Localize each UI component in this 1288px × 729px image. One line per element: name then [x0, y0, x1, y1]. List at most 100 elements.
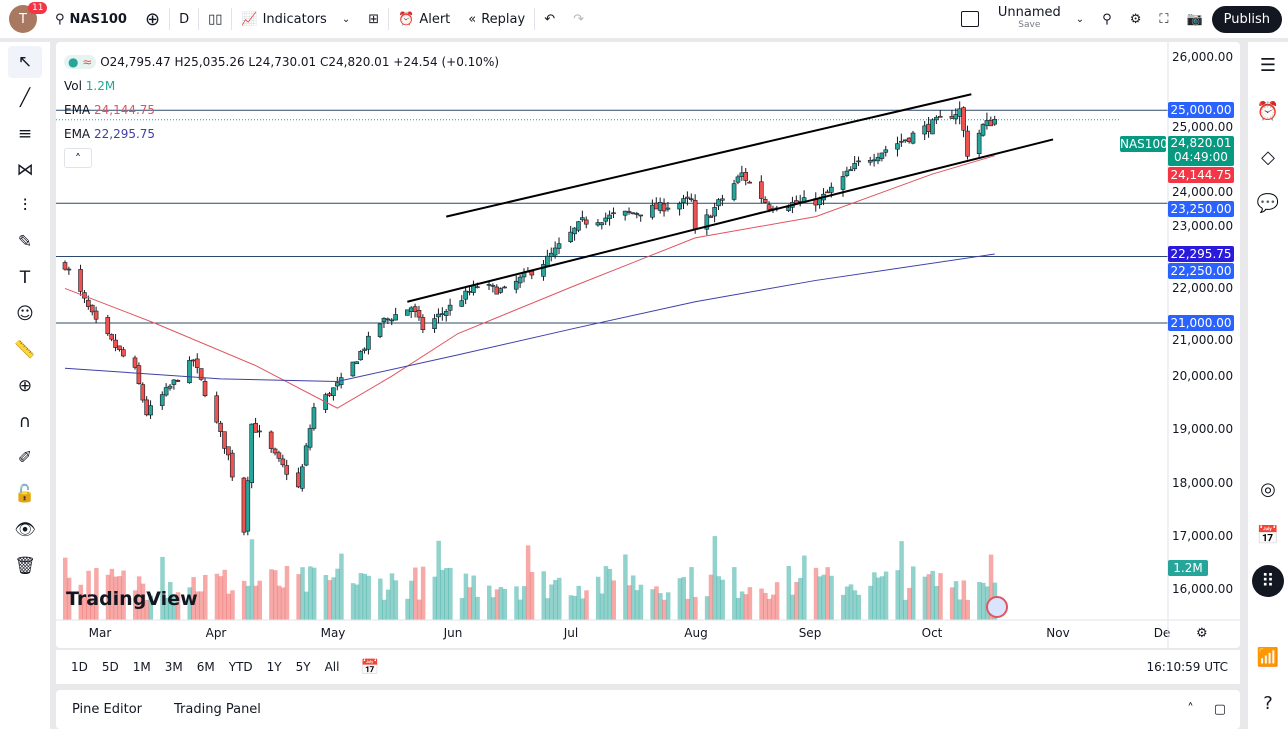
candle-body: [681, 198, 686, 203]
range-3m[interactable]: 3M: [164, 660, 183, 674]
volume-bar: [459, 598, 465, 620]
zoom-tool[interactable]: ⊕: [8, 370, 42, 402]
alert-button[interactable]: ⏰ Alert: [398, 11, 451, 27]
volume-bar: [802, 555, 807, 620]
signal-button[interactable]: 📶: [1248, 634, 1288, 680]
volume-bar: [300, 567, 305, 620]
candle-body: [167, 385, 173, 389]
date-range-icon[interactable]: 📅: [360, 658, 380, 676]
flag-icon[interactable]: [986, 596, 1008, 618]
price-label: 22,250.00: [1168, 263, 1234, 280]
emoji-tool[interactable]: ☺: [8, 298, 42, 330]
range-1m[interactable]: 1M: [132, 660, 151, 674]
range-all[interactable]: All: [324, 660, 340, 674]
volume-bar: [78, 584, 84, 620]
chevron-up-icon[interactable]: ˄: [1187, 702, 1194, 717]
redo-button[interactable]: ↷: [564, 0, 593, 38]
price-tick: 18,000.00: [1172, 475, 1234, 490]
volume-bar: [813, 567, 819, 620]
volume-bar: [269, 569, 274, 620]
text-tool[interactable]: T: [8, 262, 42, 294]
volume-bar: [222, 569, 227, 620]
hide-tool[interactable]: 👁: [8, 514, 42, 546]
symbol-search[interactable]: ⚲ NAS100: [55, 11, 127, 27]
zoom-icon: ⚲: [1102, 11, 1112, 27]
watermark-logo: TradingView: [66, 588, 198, 610]
bottom-panel: Pine Editor Trading Panel ˄ ▢: [56, 690, 1240, 729]
volume-bar: [911, 566, 916, 620]
price-label: 21,000.00: [1168, 315, 1234, 331]
help-icon: ?: [1263, 692, 1273, 714]
range-1y[interactable]: 1Y: [266, 660, 282, 674]
range-5y[interactable]: 5Y: [295, 660, 311, 674]
collapse-legend-button[interactable]: ˄: [64, 148, 92, 168]
auto-scale-settings[interactable]: ⚙: [1196, 626, 1208, 641]
maximize-icon[interactable]: ▢: [1213, 702, 1226, 717]
layouts-button[interactable]: ⊞: [359, 0, 388, 38]
indicators-button[interactable]: 📈 Indicators ⌄: [241, 11, 351, 27]
alerts-button[interactable]: ⏰: [1248, 88, 1288, 134]
candle-body: [937, 115, 943, 118]
calendar-button[interactable]: 📅: [1248, 512, 1288, 558]
prediction-tool[interactable]: ⫶: [8, 190, 42, 222]
chevron-up-icon: ˄: [75, 152, 81, 166]
lock-tool[interactable]: 🔓: [8, 478, 42, 510]
interval-button[interactable]: D: [179, 11, 190, 27]
range-6m[interactable]: 6M: [196, 660, 215, 674]
object-tree-button[interactable]: ◇: [1248, 134, 1288, 180]
layout-menu[interactable]: Unnamed Save ⌄: [952, 0, 1093, 38]
undo-button[interactable]: ↶: [535, 0, 564, 38]
ideas-button[interactable]: ◎: [1248, 466, 1288, 512]
lock-drawing-tool[interactable]: ✐: [8, 442, 42, 474]
publish-button[interactable]: Publish: [1211, 5, 1282, 33]
pattern-tool[interactable]: ⋈: [8, 154, 42, 186]
candle-body: [276, 452, 282, 459]
magnet-tool[interactable]: ∩: [8, 406, 42, 438]
range-5d[interactable]: 5D: [101, 660, 119, 674]
volume-bar: [164, 597, 169, 620]
fullscreen-button[interactable]: ⛶: [1150, 0, 1177, 38]
candle-body: [568, 231, 573, 242]
trendline-tool[interactable]: ╱: [8, 82, 42, 114]
candle-body: [78, 269, 83, 292]
range-1d[interactable]: 1D: [71, 660, 88, 674]
search-icon: ⚲: [55, 11, 65, 27]
candle-body: [953, 114, 959, 120]
alarm-clock-icon: ⏰: [1256, 100, 1280, 122]
clock[interactable]: 16:10:59 UTC: [1146, 660, 1229, 674]
fib-tool[interactable]: ≡: [8, 118, 42, 150]
chat-button[interactable]: 💬: [1248, 180, 1288, 226]
products-button[interactable]: ⠿: [1248, 558, 1288, 604]
volume-bar: [304, 591, 309, 620]
chart-type-button[interactable]: ▯▯: [199, 0, 231, 38]
replay-button[interactable]: «Replay: [468, 11, 526, 27]
measure-tool[interactable]: 📏: [8, 334, 42, 366]
quick-search-button[interactable]: ⚲: [1093, 0, 1121, 38]
volume-bar: [759, 588, 764, 620]
help-button[interactable]: ?: [1248, 680, 1288, 726]
cursor-tool[interactable]: ↖: [8, 46, 42, 78]
snapshot-button[interactable]: 📷: [1177, 0, 1211, 38]
range-ytd[interactable]: YTD: [228, 660, 253, 674]
tab-pine-editor[interactable]: Pine Editor: [72, 702, 143, 717]
settings-button[interactable]: ⚙: [1121, 0, 1151, 38]
volume-bar: [518, 599, 523, 620]
volume-bar: [420, 566, 426, 620]
tab-trading-panel[interactable]: Trading Panel: [174, 702, 261, 717]
watchlist-button[interactable]: ☰: [1248, 42, 1288, 88]
volume-bar: [490, 597, 496, 620]
volume-bar: [230, 590, 235, 620]
delete-tool[interactable]: 🗑: [8, 550, 42, 582]
compare-button[interactable]: ⊕: [136, 0, 169, 38]
brush-tool[interactable]: ✎: [8, 226, 42, 258]
volume-bar: [113, 576, 119, 620]
volume-bar: [253, 585, 259, 620]
volume-bar: [903, 599, 908, 620]
volume-bar: [331, 577, 336, 620]
volume-bar: [934, 585, 939, 620]
avatar[interactable]: T 11: [0, 0, 48, 38]
candle-body: [685, 196, 690, 199]
volume-bar: [327, 580, 333, 620]
volume-bar: [627, 585, 632, 620]
